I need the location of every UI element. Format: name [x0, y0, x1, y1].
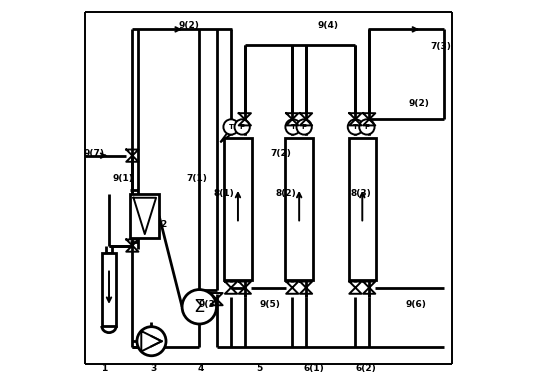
- Circle shape: [137, 327, 166, 356]
- Text: 7(1): 7(1): [186, 174, 207, 183]
- Bar: [131, 194, 159, 238]
- Bar: [349, 139, 376, 280]
- Text: 9(3): 9(3): [199, 300, 219, 310]
- Text: 9(5): 9(5): [259, 300, 281, 310]
- Text: 5: 5: [257, 364, 263, 372]
- Text: 9(1): 9(1): [112, 174, 133, 183]
- Text: 1: 1: [101, 364, 107, 372]
- Circle shape: [182, 290, 217, 324]
- Text: 7(2): 7(2): [270, 149, 291, 158]
- Text: 8(2): 8(2): [276, 189, 296, 199]
- Text: 9(4): 9(4): [317, 21, 338, 30]
- Circle shape: [348, 119, 363, 135]
- Text: T: T: [290, 124, 295, 130]
- Text: 2: 2: [160, 220, 166, 229]
- Bar: [224, 139, 252, 280]
- Text: 9(2): 9(2): [409, 99, 430, 109]
- Text: 9(7): 9(7): [84, 149, 105, 158]
- Circle shape: [286, 119, 301, 135]
- Text: $\Sigma$: $\Sigma$: [193, 298, 206, 316]
- Bar: [102, 253, 116, 326]
- Text: T: T: [228, 124, 233, 130]
- Text: 7(3): 7(3): [431, 42, 452, 51]
- Text: 9(6): 9(6): [405, 300, 426, 310]
- Text: 6(2): 6(2): [355, 364, 376, 372]
- Text: 8(3): 8(3): [351, 189, 372, 199]
- Text: 4: 4: [198, 364, 204, 372]
- Text: P: P: [301, 124, 307, 130]
- Bar: [286, 139, 313, 280]
- Circle shape: [234, 119, 250, 135]
- Text: 6(1): 6(1): [304, 364, 324, 372]
- Text: T: T: [353, 124, 358, 130]
- Text: 3: 3: [151, 364, 157, 372]
- Circle shape: [359, 119, 374, 135]
- Text: P: P: [239, 124, 245, 130]
- Text: 8(1): 8(1): [214, 189, 234, 199]
- Circle shape: [296, 119, 312, 135]
- Circle shape: [224, 119, 239, 135]
- Text: P: P: [364, 124, 369, 130]
- Text: 9(2): 9(2): [178, 21, 199, 30]
